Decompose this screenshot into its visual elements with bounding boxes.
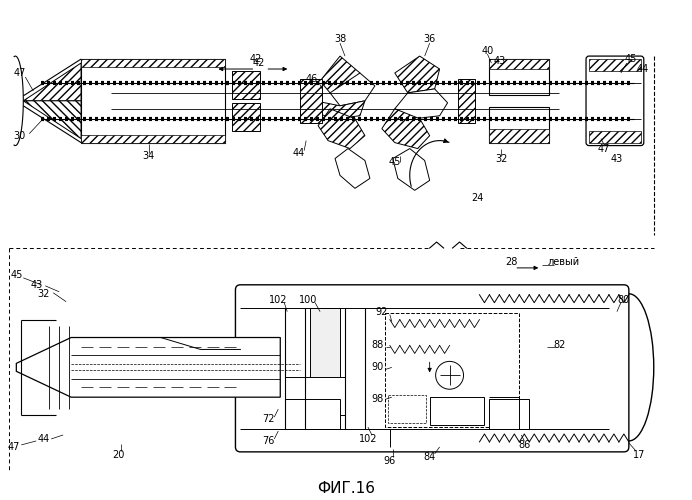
Text: левый: левый [548, 257, 580, 267]
Text: 43: 43 [493, 56, 506, 66]
Text: 47: 47 [7, 442, 19, 452]
Text: 36: 36 [424, 34, 436, 44]
Text: 32: 32 [495, 154, 507, 164]
Polygon shape [320, 56, 360, 93]
Bar [489, 128, 549, 142]
Text: 32: 32 [37, 289, 49, 299]
Bar [589, 130, 641, 142]
Text: 84: 84 [424, 452, 436, 462]
Text: 45: 45 [389, 158, 401, 168]
Text: 44: 44 [292, 148, 304, 158]
Bar [285, 378, 345, 415]
Bar [233, 71, 260, 99]
Bar [457, 79, 475, 122]
Text: 34: 34 [143, 150, 155, 160]
Text: 38: 38 [334, 34, 346, 44]
Text: 44: 44 [637, 64, 649, 74]
Polygon shape [395, 89, 448, 118]
Text: 46: 46 [306, 74, 318, 84]
Text: 72: 72 [262, 414, 275, 424]
Polygon shape [315, 101, 365, 118]
Bar [233, 103, 260, 130]
Text: 47: 47 [598, 144, 610, 154]
Text: 82: 82 [553, 340, 565, 350]
Text: 24: 24 [471, 194, 484, 203]
Text: 17: 17 [632, 450, 645, 460]
Text: 102: 102 [269, 294, 287, 304]
Polygon shape [24, 101, 81, 138]
Polygon shape [382, 109, 430, 148]
Text: 28: 28 [505, 257, 518, 267]
Text: 40: 40 [482, 46, 493, 56]
Bar [489, 107, 549, 142]
Text: 96: 96 [383, 456, 396, 466]
Text: 90: 90 [372, 362, 384, 372]
Text: 45: 45 [625, 54, 637, 64]
Bar [385, 312, 519, 427]
Bar [589, 59, 641, 71]
Text: 43: 43 [30, 280, 42, 290]
Bar [81, 134, 226, 142]
Bar [310, 308, 340, 429]
Text: 42: 42 [252, 58, 264, 68]
Bar [489, 59, 549, 69]
Bar [81, 59, 226, 67]
Circle shape [436, 362, 464, 389]
Bar [430, 397, 484, 425]
Bar [489, 59, 549, 95]
Text: 98: 98 [372, 394, 384, 404]
Text: 47: 47 [13, 68, 26, 78]
Text: 102: 102 [358, 434, 377, 444]
Text: 43: 43 [611, 154, 623, 164]
Text: ФИГ.16: ФИГ.16 [317, 481, 375, 496]
Text: 92: 92 [376, 306, 388, 316]
Polygon shape [393, 148, 430, 190]
Bar [81, 59, 226, 142]
FancyBboxPatch shape [235, 285, 629, 452]
Text: 100: 100 [299, 294, 318, 304]
Polygon shape [318, 109, 365, 148]
Bar [285, 399, 340, 429]
Bar [489, 399, 529, 429]
Text: 86: 86 [518, 440, 530, 450]
Text: 20: 20 [113, 450, 125, 460]
Text: 30: 30 [13, 130, 26, 140]
Polygon shape [24, 63, 81, 101]
Bar [300, 79, 322, 122]
Text: 45: 45 [10, 270, 23, 280]
Text: 80: 80 [618, 294, 630, 304]
FancyBboxPatch shape [586, 56, 644, 146]
Text: 44: 44 [37, 434, 49, 444]
Bar [388, 395, 426, 423]
Polygon shape [330, 73, 375, 106]
Polygon shape [17, 338, 280, 397]
Polygon shape [395, 56, 439, 93]
Text: 42: 42 [249, 54, 262, 64]
Text: 76: 76 [262, 436, 275, 446]
Text: 88: 88 [372, 340, 384, 350]
Polygon shape [335, 148, 370, 188]
